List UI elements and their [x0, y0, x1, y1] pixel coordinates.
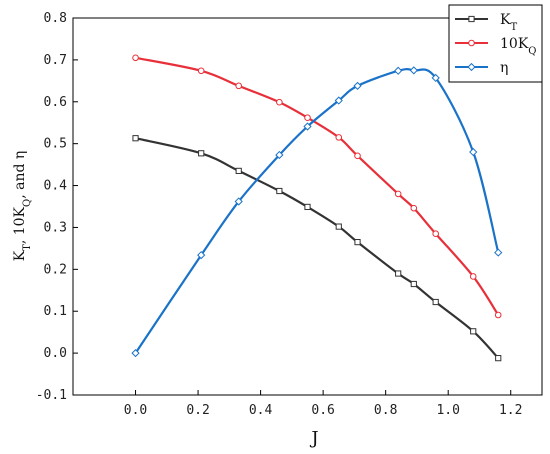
- data-point-series-1: [235, 82, 243, 90]
- y-tick-label: 0.6: [44, 95, 67, 110]
- data-point-series-1: [394, 190, 402, 198]
- data-point-series-2: [353, 81, 362, 90]
- series-layer: [131, 54, 503, 362]
- data-point-series-1: [304, 114, 311, 121]
- data-point-series-2: [334, 96, 343, 105]
- legend-label-1: 10KQ: [500, 36, 536, 57]
- y-axis-title-k-sub: T: [22, 244, 33, 251]
- data-point-series-0: [470, 328, 477, 335]
- data-point-series-1: [276, 98, 283, 106]
- data-point-series-0: [354, 239, 361, 246]
- series-line-0: [135, 137, 500, 359]
- data-point-series-0: [495, 355, 502, 362]
- data-point-series-0: [335, 223, 342, 230]
- data-point-series-0: [198, 150, 205, 157]
- data-point-series-2: [197, 250, 206, 260]
- y-tick-label: 0.5: [44, 137, 67, 152]
- y-tick-label: 0.3: [44, 220, 67, 235]
- legend-label-0: KT: [500, 12, 517, 33]
- y-axis-title-end: , and η: [12, 151, 28, 199]
- data-point-series-1: [494, 311, 502, 319]
- y-tick-label: -0.1: [36, 388, 67, 403]
- data-point-series-0: [304, 203, 311, 211]
- data-point-series-1: [354, 152, 361, 160]
- data-point-series-1: [410, 204, 418, 212]
- legend-swatch-marker-1: [468, 39, 475, 47]
- x-tick-label: 1.2: [499, 403, 522, 418]
- ticks-layer: 0.0 0.2 0.4 0.6 0.8 1.0 1.2 -0.1 0.0 0.1 0.2 0.3 0.4…: [36, 11, 523, 418]
- legend-label-main: 10K: [500, 36, 529, 52]
- x-tick-label: 0.0: [124, 403, 147, 418]
- y-tick-label: 0.0: [44, 346, 67, 361]
- data-point-series-1: [469, 273, 477, 280]
- x-tick-label: 0.6: [311, 403, 334, 418]
- legend-label-sub: T: [510, 22, 517, 33]
- data-point-series-2: [234, 197, 243, 206]
- y-axis-title-mid: , 10K: [12, 206, 28, 244]
- data-point-series-1: [132, 54, 139, 62]
- x-tick-label: 0.4: [249, 403, 273, 418]
- y-axis-title-q-sub: Q: [22, 199, 33, 207]
- legend-label-main: K: [500, 12, 511, 28]
- legend-label-main: η: [500, 60, 508, 76]
- data-point-series-2: [409, 66, 418, 75]
- y-tick-label: 0.2: [44, 262, 67, 277]
- y-tick-label: 0.7: [44, 53, 67, 68]
- x-tick-label: 0.8: [374, 403, 397, 418]
- data-point-series-2: [394, 66, 403, 75]
- data-point-series-1: [335, 134, 343, 141]
- data-point-series-1: [197, 67, 205, 75]
- legend-label-sub: Q: [528, 46, 536, 57]
- series-line-2: [134, 68, 500, 354]
- y-tick-label: 0.8: [44, 11, 67, 26]
- series-line-1: [135, 56, 500, 316]
- data-point-series-2: [431, 73, 440, 83]
- data-point-series-0: [410, 280, 417, 288]
- data-point-series-0: [235, 167, 242, 174]
- data-point-series-0: [432, 298, 439, 306]
- data-point-series-2: [494, 248, 503, 257]
- x-tick-label: 1.0: [436, 403, 459, 418]
- x-tick-label: 0.2: [186, 403, 209, 418]
- data-point-series-2: [303, 122, 312, 131]
- y-axis-title-k: K: [12, 250, 28, 261]
- data-point-series-2: [469, 147, 478, 157]
- y-tick-label: 0.1: [44, 304, 67, 319]
- legend-swatch-marker-2: [467, 62, 476, 72]
- legend-label-2: η: [500, 60, 508, 76]
- data-point-series-2: [131, 349, 140, 358]
- x-axis-title: J: [309, 428, 318, 449]
- data-point-series-0: [395, 270, 402, 277]
- plot-frame: [72, 17, 543, 396]
- y-tick-label: 0.4: [44, 179, 68, 194]
- data-point-series-1: [432, 230, 439, 238]
- data-point-series-2: [275, 150, 284, 160]
- y-axis-title: KT, 10KQ, and η: [12, 151, 33, 262]
- legend-swatch-marker-0: [468, 15, 475, 23]
- data-point-series-0: [132, 135, 139, 142]
- data-point-series-0: [276, 187, 283, 195]
